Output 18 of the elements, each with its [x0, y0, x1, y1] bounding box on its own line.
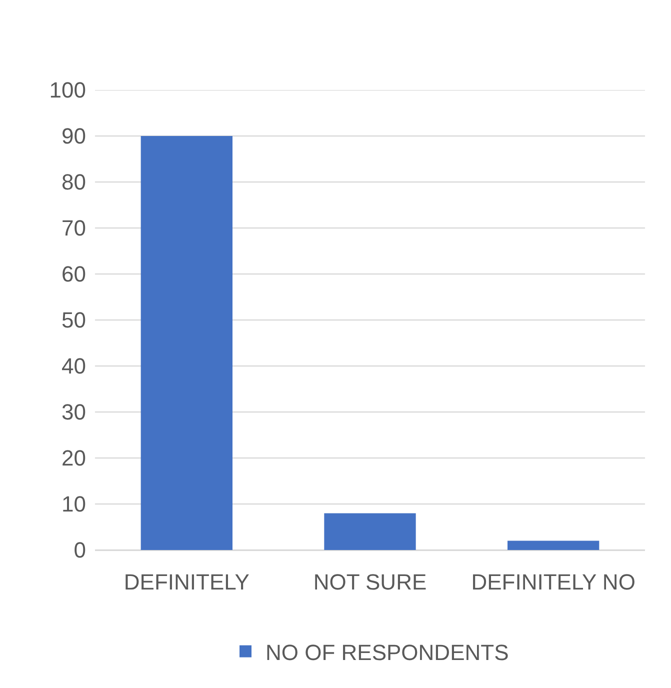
bar: [140, 136, 232, 550]
y-tick-label: 80: [62, 170, 86, 195]
y-tick-label: 10: [62, 492, 86, 517]
y-tick-label: 20: [62, 446, 86, 471]
y-tick-label: 100: [49, 78, 86, 103]
y-tick-label: 40: [62, 354, 86, 379]
legend-label: NO OF RESPONDENTS: [266, 640, 509, 665]
x-tick-label: DEFINITELY NO: [471, 570, 636, 595]
x-tick-label: NOT SURE: [313, 570, 427, 595]
y-tick-label: 50: [62, 308, 86, 333]
x-tick-label: DEFINITELY: [124, 570, 250, 595]
bar: [508, 540, 600, 550]
y-tick-label: 90: [62, 124, 86, 149]
y-tick-label: 60: [62, 262, 86, 287]
y-tick-label: 0: [74, 538, 86, 563]
y-tick-label: 30: [62, 400, 86, 425]
y-tick-label: 70: [62, 216, 86, 241]
bar: [324, 513, 416, 550]
